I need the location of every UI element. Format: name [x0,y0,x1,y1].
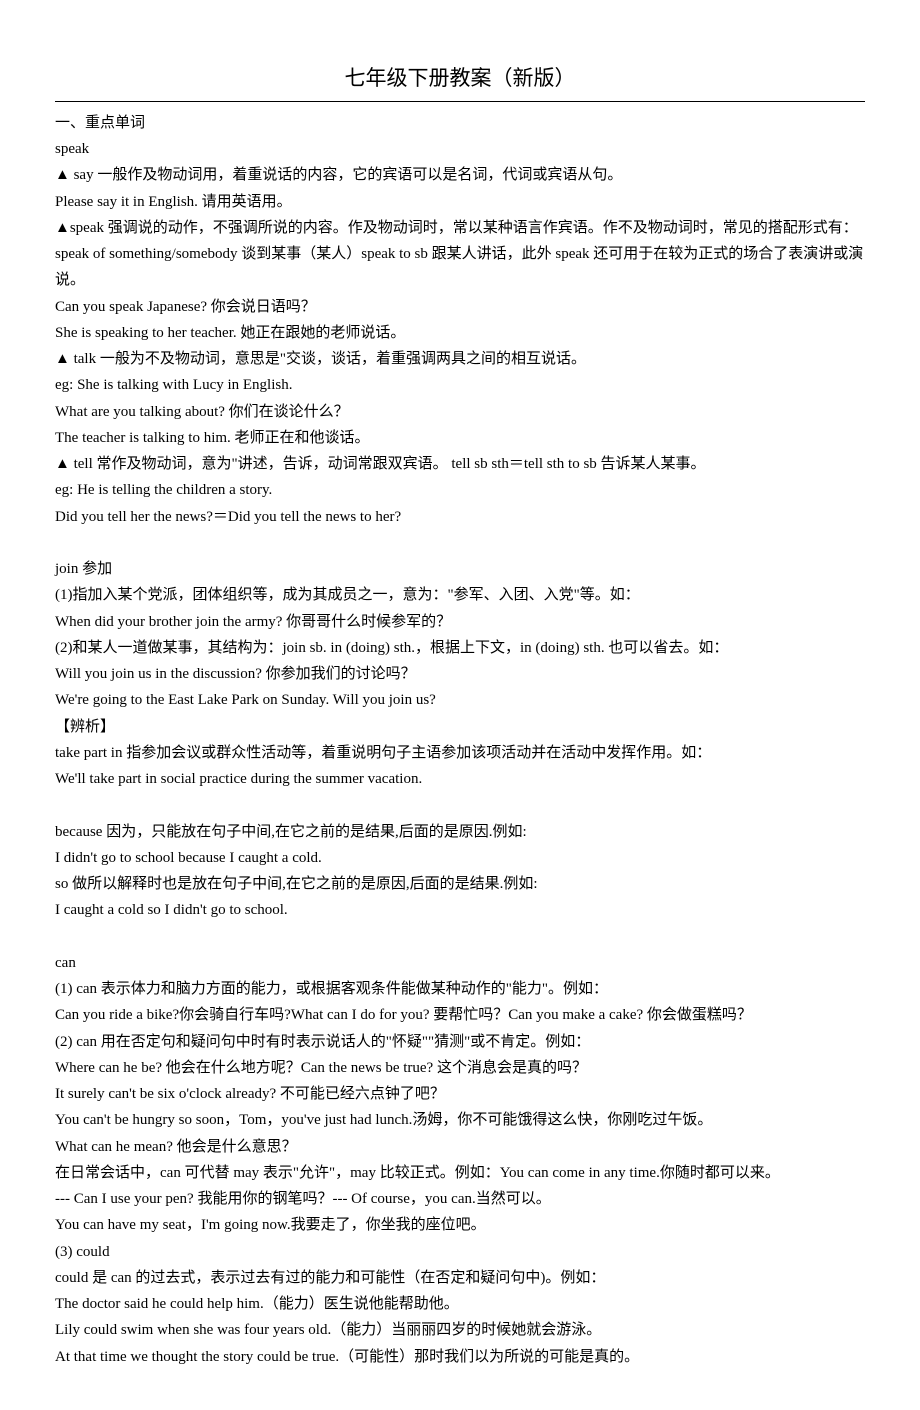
text-line: speak [55,136,865,162]
document-body: 一、重点单词speak▲ say 一般作及物动词用，着重说话的内容，它的宾语可以… [55,110,865,1370]
text-line: 一、重点单词 [55,110,865,136]
text-line: What are you talking about? 你们在谈论什么？ [55,399,865,425]
text-line: 在日常会话中，can 可代替 may 表示"允许"，may 比较正式。例如：Yo… [55,1160,865,1186]
text-line: The teacher is talking to him. 老师正在和他谈话。 [55,425,865,451]
text-line: Can you ride a bike?你会骑自行车吗?What can I d… [55,1002,865,1028]
text-line: ▲speak 强调说的动作，不强调所说的内容。作及物动词时，常以某种语言作宾语。… [55,215,865,241]
text-line: Please say it in English. 请用英语用。 [55,189,865,215]
text-line: eg: She is talking with Lucy in English. [55,372,865,398]
text-line: You can have my seat，I'm going now.我要走了，… [55,1212,865,1238]
text-line: ▲ tell 常作及物动词，意为"讲述，告诉，动词常跟双宾语。 tell sb … [55,451,865,477]
text-line: I didn't go to school because I caught a… [55,845,865,871]
text-line: Lily could swim when she was four years … [55,1317,865,1343]
text-line: The doctor said he could help him.（能力）医生… [55,1291,865,1317]
text-line: 【辨析】 [55,714,865,740]
text-line: Where can he be? 他会在什么地方呢？Can the news b… [55,1055,865,1081]
text-line: because 因为，只能放在句子中间,在它之前的是结果,后面的是原因.例如: [55,819,865,845]
text-line: take part in 指参加会议或群众性活动等，着重说明句子主语参加该项活动… [55,740,865,766]
text-line [55,530,865,556]
text-line: (3) could [55,1239,865,1265]
text-line: Can you speak Japanese? 你会说日语吗？ [55,294,865,320]
text-line: ▲ say 一般作及物动词用，着重说话的内容，它的宾语可以是名词，代词或宾语从句… [55,162,865,188]
text-line: You can't be hungry so soon，Tom，you've j… [55,1107,865,1133]
text-line: It surely can't be six o'clock already? … [55,1081,865,1107]
text-line [55,924,865,950]
text-line: ▲ talk 一般为不及物动词，意思是"交谈，谈话，着重强调两具之间的相互说话。 [55,346,865,372]
text-line: At that time we thought the story could … [55,1344,865,1370]
text-line: can [55,950,865,976]
text-line: When did your brother join the army? 你哥哥… [55,609,865,635]
text-line: speak of something/somebody 谈到某事（某人）spea… [55,241,865,294]
text-line: She is speaking to her teacher. 她正在跟她的老师… [55,320,865,346]
text-line: We'll take part in social practice durin… [55,766,865,792]
text-line: I caught a cold so I didn't go to school… [55,897,865,923]
text-line: Did you tell her the news?＝Did you tell … [55,504,865,530]
text-line: (2)和某人一道做某事，其结构为：join sb. in (doing) sth… [55,635,865,661]
text-line: so 做所以解释时也是放在句子中间,在它之前的是原因,后面的是结果.例如: [55,871,865,897]
text-line: (1)指加入某个党派，团体组织等，成为其成员之一，意为："参军、入团、入党"等。… [55,582,865,608]
text-line: eg: He is telling the children a story. [55,477,865,503]
text-line: What can he mean? 他会是什么意思？ [55,1134,865,1160]
text-line: (1) can 表示体力和脑力方面的能力，或根据客观条件能做某种动作的"能力"。… [55,976,865,1002]
text-line: --- Can I use your pen? 我能用你的钢笔吗？--- Of … [55,1186,865,1212]
text-line [55,792,865,818]
text-line: could 是 can 的过去式，表示过去有过的能力和可能性（在否定和疑问句中)… [55,1265,865,1291]
text-line: (2) can 用在否定句和疑问句中时有时表示说话人的"怀疑""猜测"或不肯定。… [55,1029,865,1055]
text-line: We're going to the East Lake Park on Sun… [55,687,865,713]
page-title: 七年级下册教案（新版） [55,60,865,102]
text-line: join 参加 [55,556,865,582]
text-line: Will you join us in the discussion? 你参加我… [55,661,865,687]
